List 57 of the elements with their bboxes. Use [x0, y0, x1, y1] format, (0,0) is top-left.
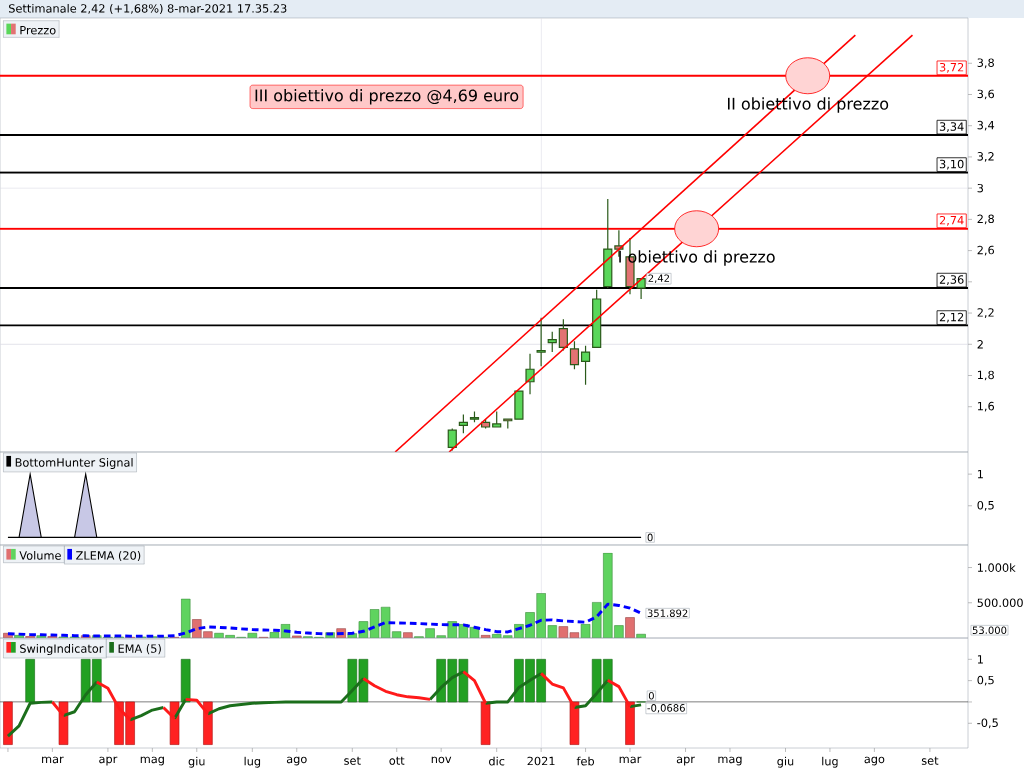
legend-label: EMA (5) — [118, 644, 161, 655]
x-tick-label: nov — [431, 756, 452, 764]
y-tick-label: 3,2 — [977, 152, 994, 162]
x-tick-label: ago — [286, 756, 307, 766]
y-tick-label: 1.000k — [977, 563, 1016, 572]
data-label: -0,0686 — [647, 704, 685, 713]
y-tick-label: 3 — [977, 183, 984, 193]
x-tick-label: apr — [99, 756, 118, 766]
ref-line-label: 2,74 — [939, 215, 964, 226]
x-tick-label: apr — [676, 756, 695, 766]
y-tick-label: 0,5 — [977, 500, 994, 511]
y-tick-label: -0,5 — [977, 718, 998, 729]
y-tick-label: 500.000 — [977, 598, 1023, 608]
x-tick-label: mar — [42, 756, 64, 764]
y-tick-label: 3,4 — [977, 120, 995, 131]
x-tick-label: giu — [777, 756, 794, 768]
x-tick-label: ago — [864, 756, 885, 766]
data-label: 0 — [648, 691, 654, 700]
chart-title: Settimanale 2,42 (+1,68%) 8-mar-2021 17.35.23 — [9, 3, 287, 15]
annotation: III obiettivo di prezzo @4,69 euro — [255, 89, 519, 105]
y-tick-label: 3,6 — [977, 89, 995, 100]
x-tick-label: 2021 — [527, 756, 555, 766]
text: 2,42 — [648, 274, 670, 284]
legend-label: BottomHunter Signal — [15, 457, 133, 469]
x-tick-label: lug — [822, 756, 838, 768]
x-tick-label: mar — [619, 756, 642, 764]
x-tick-label: dic — [489, 756, 505, 766]
x-tick-label: feb — [576, 756, 595, 766]
text: 53.000 — [972, 626, 1007, 634]
x-tick-label: set — [921, 756, 939, 765]
ref-line-label: 3,10 — [939, 159, 964, 170]
data-label: 351.892 — [647, 609, 688, 617]
x-tick-label: giu — [188, 756, 205, 768]
ref-line-label: 2,12 — [939, 312, 964, 323]
y-tick-label: 1,6 — [977, 401, 995, 412]
y-tick-label: 0,5 — [977, 675, 994, 686]
y-tick-label: 1 — [977, 655, 983, 664]
x-tick-label: lug — [244, 756, 261, 768]
y-tick-label: 1,8 — [977, 370, 994, 381]
y-tick-label: 2,2 — [977, 308, 994, 318]
x-tick-label: mag — [140, 756, 164, 766]
legend-label: Prezzo — [20, 26, 56, 35]
x-tick-label: set — [344, 756, 361, 765]
ref-line-label: 3,34 — [939, 122, 964, 133]
ref-line-label: 3,72 — [939, 62, 964, 73]
ref-line-label: 2,36 — [939, 275, 964, 286]
data-label: 0 — [647, 533, 653, 542]
legend-label: SwingIndicator — [20, 644, 104, 656]
y-tick-label: 2,8 — [977, 214, 994, 225]
y-tick-label: 2,6 — [977, 245, 995, 256]
x-tick-label: mag — [718, 756, 742, 766]
legend-label: Volume — [19, 550, 61, 560]
legend-label: ZLEMA (20) — [76, 551, 141, 562]
y-tick-label: 1 — [977, 470, 983, 479]
y-tick-label: 2 — [977, 340, 983, 349]
y-tick-label: 3,8 — [977, 58, 994, 69]
x-tick-label: ott — [389, 756, 405, 765]
